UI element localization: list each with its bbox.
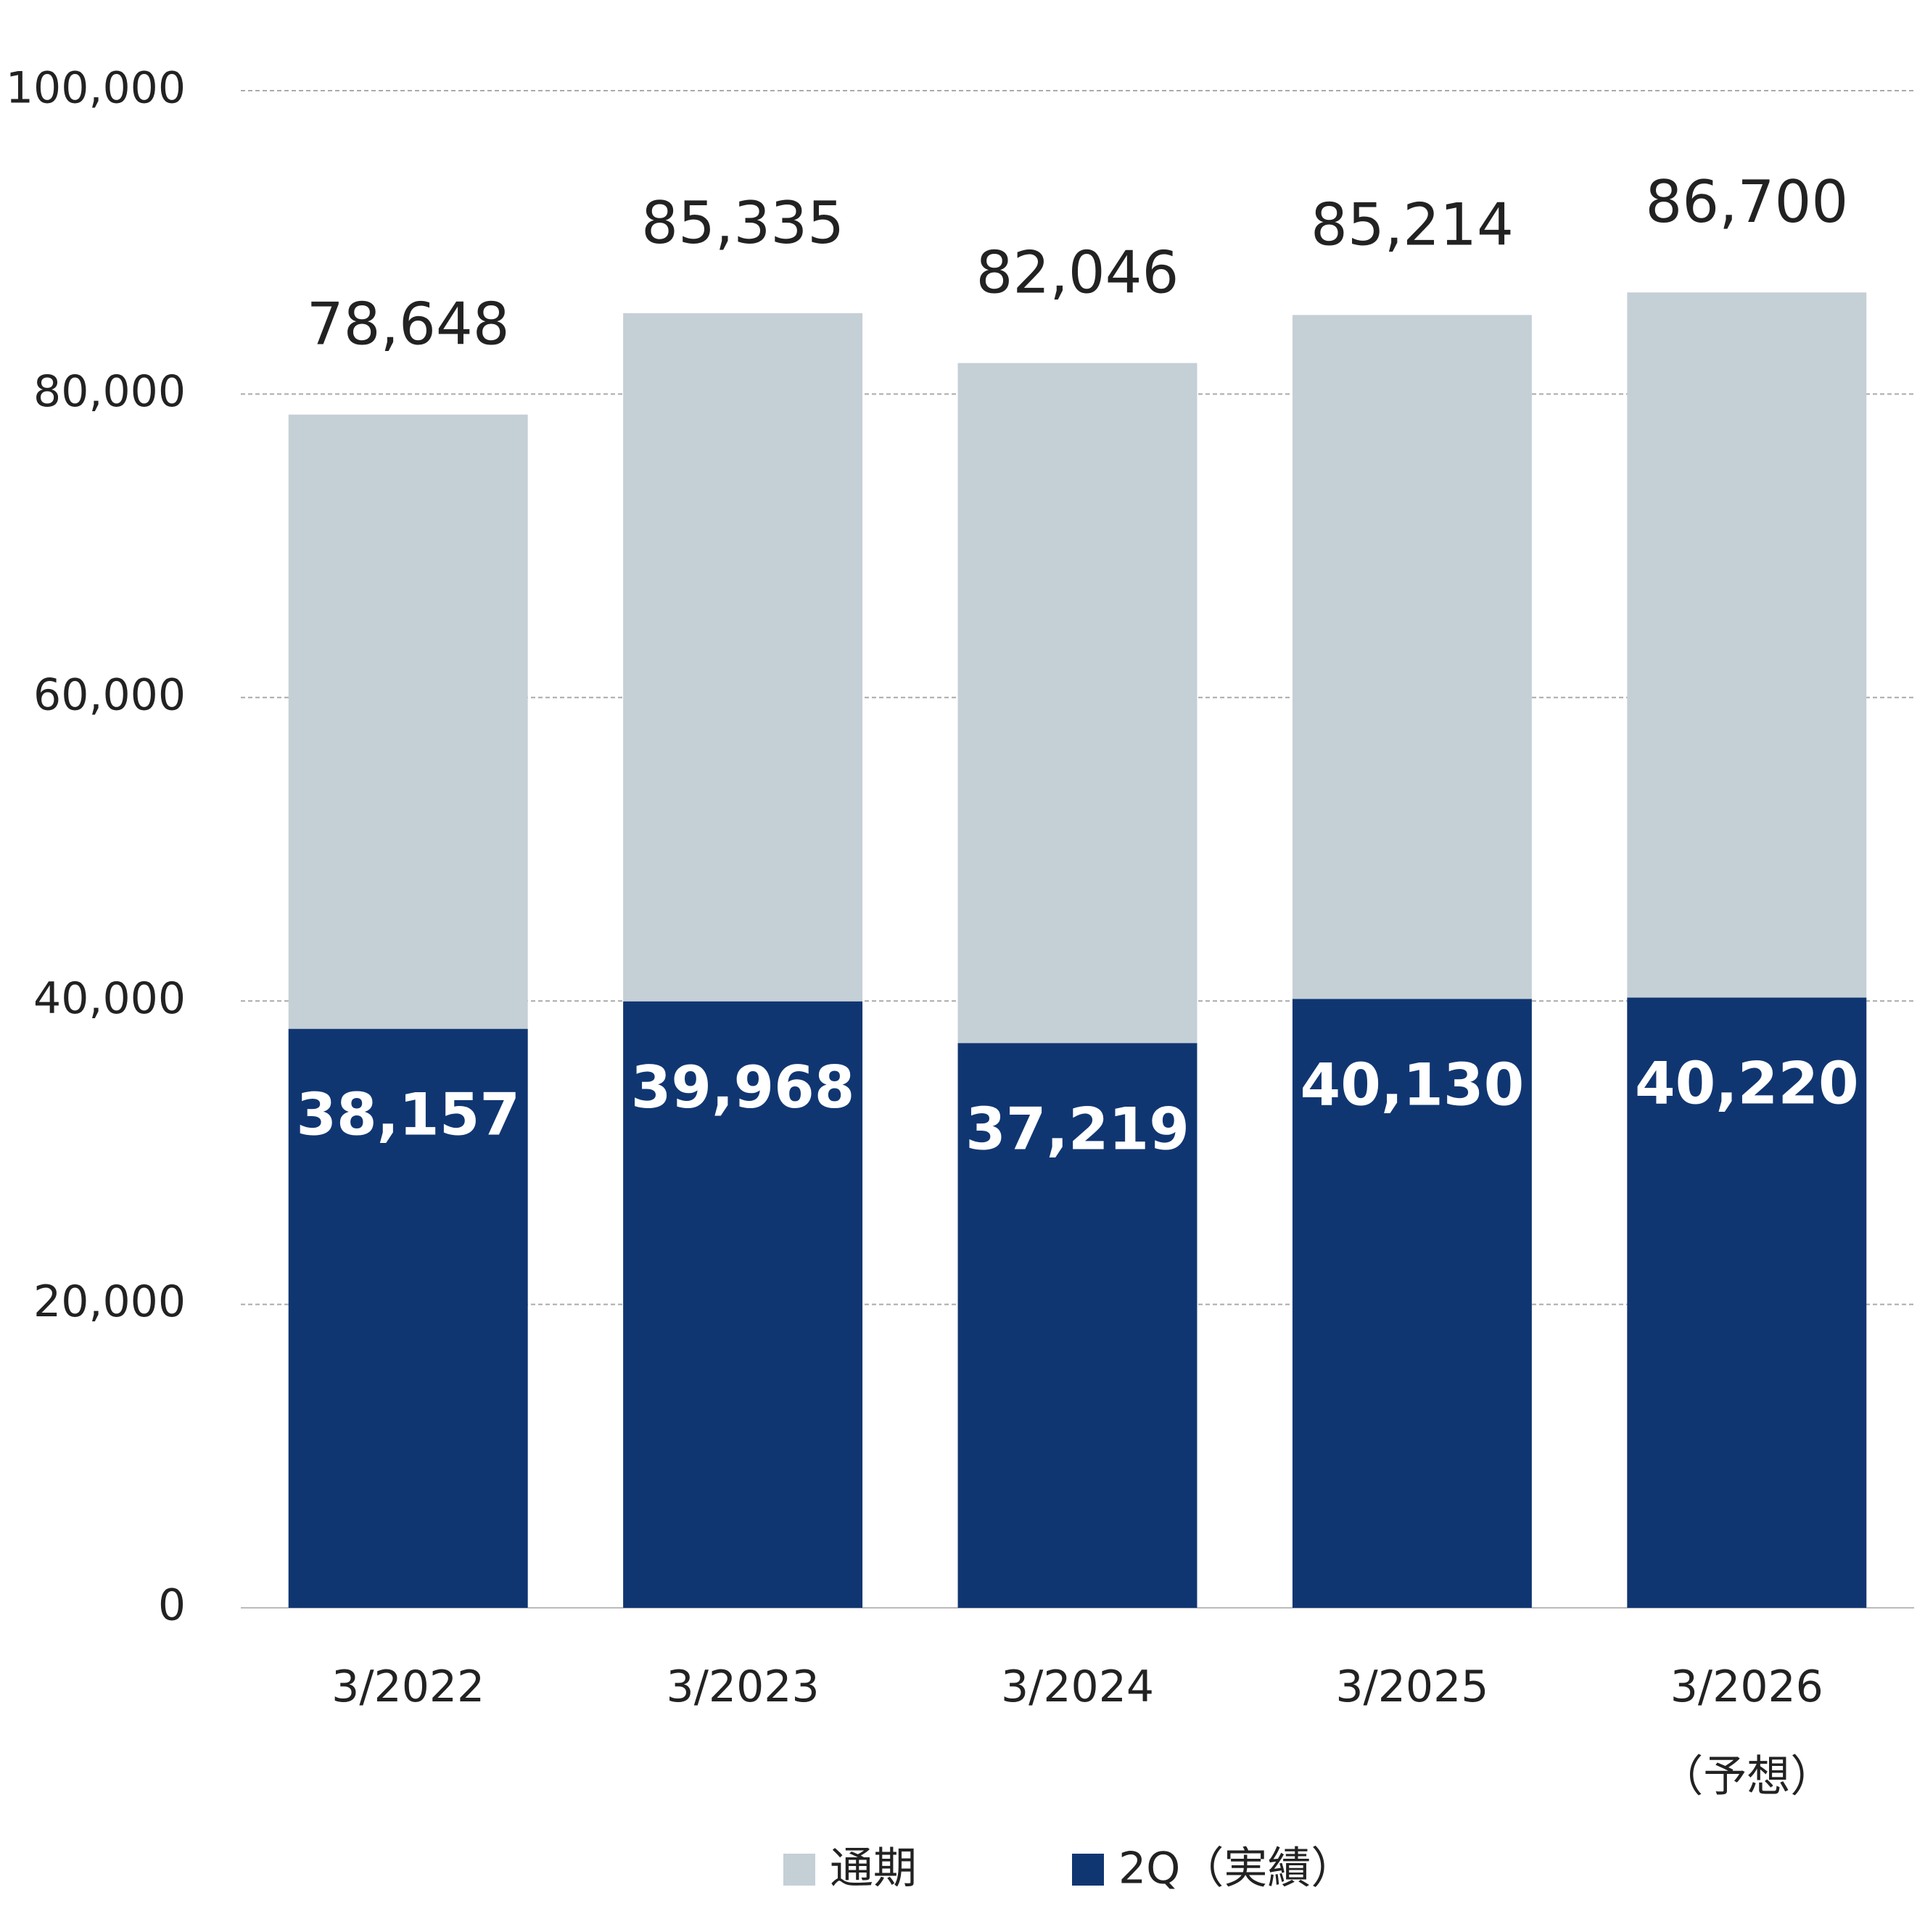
bar	[288, 1028, 528, 1608]
value-label: 37,219	[965, 1095, 1190, 1163]
x-tick-label: 3/2022	[331, 1661, 485, 1712]
value-label: 86,700	[1645, 168, 1848, 236]
legend-label: 通期	[830, 1844, 917, 1894]
value-label: 85,335	[641, 189, 844, 257]
value-label: 39,968	[631, 1054, 855, 1121]
value-label: 40,220	[1635, 1050, 1859, 1118]
x-tick-label: 3/2024	[1000, 1661, 1155, 1712]
y-tick-label: 0	[158, 1580, 186, 1631]
x-tick-label: 3/2023	[666, 1661, 820, 1712]
legend-swatch	[1072, 1854, 1104, 1886]
value-label: 38,157	[296, 1081, 520, 1149]
value-label: 82,046	[976, 239, 1179, 307]
legend-label: 2Q（実績）	[1118, 1844, 1354, 1894]
value-label: 78,648	[307, 291, 510, 358]
value-label: 40,130	[1300, 1051, 1525, 1118]
x-tick-label: 3/2026 （予想）	[1660, 1661, 1834, 1802]
y-tick-label: 20,000	[33, 1276, 186, 1327]
value-label: 85,214	[1311, 191, 1514, 258]
y-tick-label: 60,000	[33, 669, 186, 720]
bar	[957, 1043, 1198, 1608]
bar	[1292, 999, 1532, 1608]
x-tick-label: 3/2025	[1335, 1661, 1489, 1712]
bar	[1627, 997, 1867, 1608]
bar	[623, 1001, 863, 1608]
y-tick-label: 80,000	[33, 366, 186, 417]
y-tick-label: 40,000	[33, 973, 186, 1024]
y-tick-label: 100,000	[6, 63, 186, 114]
legend-swatch	[783, 1854, 815, 1886]
